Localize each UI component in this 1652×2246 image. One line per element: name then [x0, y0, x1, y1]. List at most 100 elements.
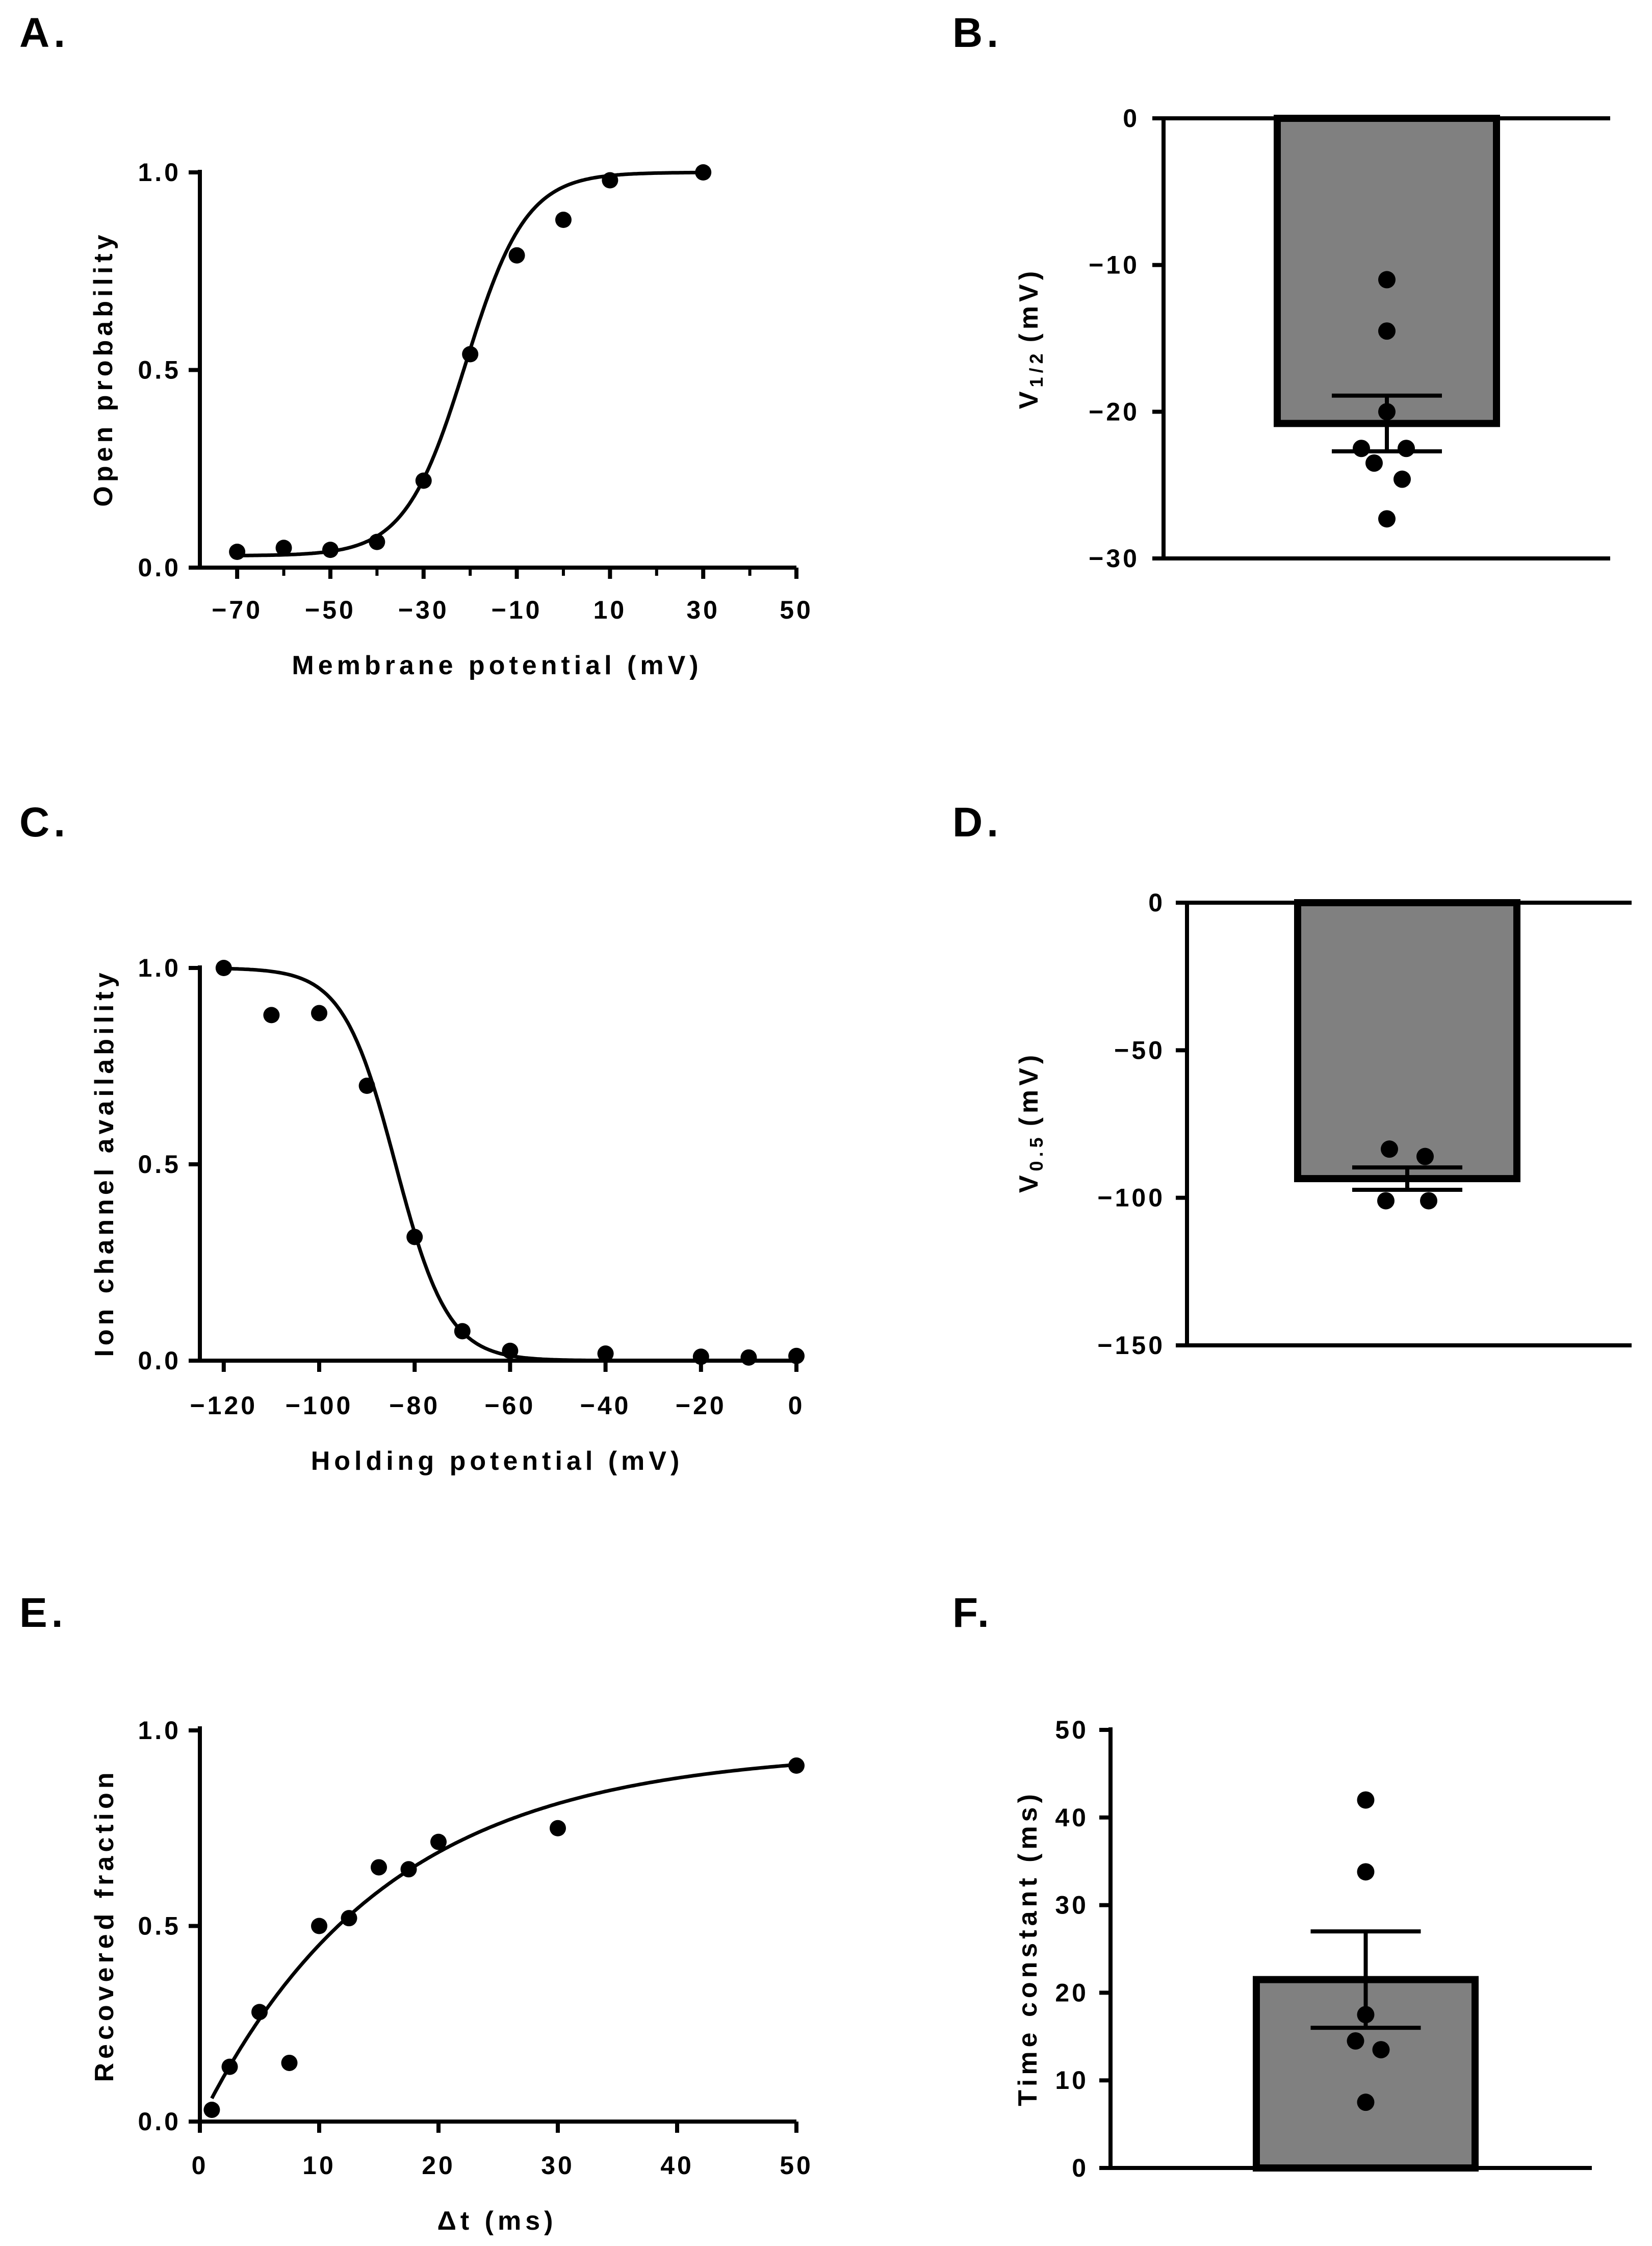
data-point: [692, 1348, 709, 1365]
data-point: [597, 1345, 614, 1362]
y-axis-label: Open probability: [89, 231, 118, 506]
fit-curve: [223, 966, 796, 1363]
panel-a-open-probability: A. 0.0 0.5 1.0 −70 −50 −30 −10 10 30 50 Open pro…: [19, 10, 813, 680]
y-axis-label: Ion channel availability: [90, 968, 119, 1357]
y-tick-label: 0.5: [138, 1150, 181, 1179]
data-point: [251, 2004, 268, 2021]
data-point: [229, 544, 246, 560]
x-tick-label: −70: [212, 596, 263, 624]
data-point: [1378, 271, 1396, 289]
x-tick-label: −40: [580, 1391, 631, 1420]
y-tick-label: −50: [1114, 1036, 1165, 1064]
data-point: [221, 2058, 238, 2075]
data-point: [788, 1347, 805, 1364]
fit-curve: [210, 1763, 797, 2100]
y-tick-label: 0: [1123, 104, 1140, 133]
x-axis-label: Holding potential (mV): [311, 1446, 684, 1476]
data-point: [322, 542, 339, 558]
y-label-unit: (mV): [1014, 267, 1044, 343]
data-point: [1378, 322, 1396, 340]
x-axis-label: Δt (ms): [437, 2206, 557, 2236]
data-point: [788, 1757, 805, 1774]
y-tick-label: −100: [1097, 1184, 1165, 1212]
x-tick-label: 20: [422, 2151, 455, 2180]
data-point: [1416, 1147, 1434, 1165]
x-tick-label: 50: [780, 2151, 813, 2180]
x-tick-label: 30: [686, 596, 720, 624]
data-point: [602, 172, 618, 189]
data-point: [454, 1323, 471, 1340]
y-tick-label: −150: [1097, 1331, 1165, 1360]
y-tick-label: 1.0: [138, 954, 181, 982]
data-point: [1353, 440, 1370, 457]
data-point: [1378, 510, 1396, 528]
y-tick-label: −10: [1089, 251, 1140, 279]
x-tick-label: 0: [192, 2151, 209, 2180]
data-point: [311, 1005, 327, 1022]
y-label-main: V: [1014, 1171, 1044, 1193]
data-point: [740, 1349, 757, 1366]
data-point: [275, 540, 292, 556]
data-point: [1420, 1192, 1437, 1210]
x-tick-label: −60: [484, 1391, 535, 1420]
x-tick-label: 10: [302, 2151, 336, 2180]
x-tick-label: 50: [780, 596, 813, 624]
y-tick-label: 50: [1055, 1716, 1089, 1744]
data-point: [1378, 403, 1396, 421]
data-point: [1381, 1140, 1398, 1158]
x-axis-label: Membrane potential (mV): [292, 651, 702, 680]
y-label-subscript: 0.5: [1026, 1133, 1047, 1171]
y-tick-label: 1.0: [138, 158, 181, 187]
y-tick-label: 0.5: [138, 1912, 181, 1941]
x-tick-label: −30: [398, 596, 449, 624]
fit-curve: [237, 170, 704, 557]
x-tick-label: −100: [286, 1391, 353, 1420]
y-tick-label: 10: [1055, 2066, 1089, 2095]
panel-label: D.: [952, 799, 1002, 846]
panel-f-time-constant: F. 0 10 20 30 40 50 Time constant (ms): [952, 1590, 1592, 2182]
x-tick-label: −20: [676, 1391, 727, 1420]
x-tick-label: −80: [389, 1391, 440, 1420]
y-label-unit: (mV): [1014, 1051, 1044, 1127]
y-tick-label: 0: [1148, 888, 1165, 917]
x-tick-label: 0: [788, 1391, 805, 1420]
data-point: [1372, 2041, 1390, 2059]
panel-d-v-half-inactivation: D. 0 −50 −100 −150 V0.5 (mV): [952, 799, 1632, 1360]
y-tick-label: 0.5: [138, 356, 181, 385]
data-point: [341, 1910, 357, 1927]
data-point: [1357, 1791, 1375, 1809]
y-tick-label: 0.0: [138, 553, 181, 582]
y-tick-label: 30: [1055, 1891, 1089, 1920]
data-point: [430, 1833, 447, 1850]
data-point: [695, 164, 712, 181]
panel-e-recovery: E. 0.0 0.5 1.0 0 10 20 30 40 50 Recovered fract…: [19, 1590, 813, 2236]
data-point: [281, 2054, 298, 2071]
panel-c-availability: C. 0.0 0.5 1.0 −120 −100 −80 −60 −40 −20 0 Ion c…: [19, 799, 805, 1476]
y-label-main: V: [1014, 387, 1044, 409]
mean-bar: [1274, 115, 1500, 427]
mean-bar: [1294, 899, 1520, 1183]
data-point: [369, 533, 385, 550]
data-point: [406, 1229, 423, 1245]
x-tick-label: 30: [541, 2151, 575, 2180]
x-tick-label: −50: [305, 596, 356, 624]
y-tick-label: 1.0: [138, 1716, 181, 1745]
panel-label: C.: [19, 799, 69, 846]
data-point: [1357, 2006, 1375, 2024]
data-point: [508, 247, 525, 264]
data-point: [1347, 2032, 1364, 2050]
data-point: [358, 1078, 375, 1094]
y-tick-label: 20: [1055, 1978, 1089, 2007]
panel-label: F.: [952, 1590, 993, 1636]
y-tick-label: −30: [1089, 544, 1140, 573]
data-point: [555, 212, 572, 228]
data-point: [1357, 1863, 1375, 1881]
data-point: [502, 1342, 519, 1359]
y-axis-label: V0.5 (mV): [1014, 1051, 1047, 1193]
y-axis-label: Time constant (ms): [1013, 1790, 1043, 2106]
x-tick-label: 10: [593, 596, 627, 624]
x-tick-label: 40: [660, 2151, 694, 2180]
y-axis-label: V1/2 (mV): [1014, 267, 1047, 409]
y-tick-label: 0.0: [138, 1346, 181, 1375]
